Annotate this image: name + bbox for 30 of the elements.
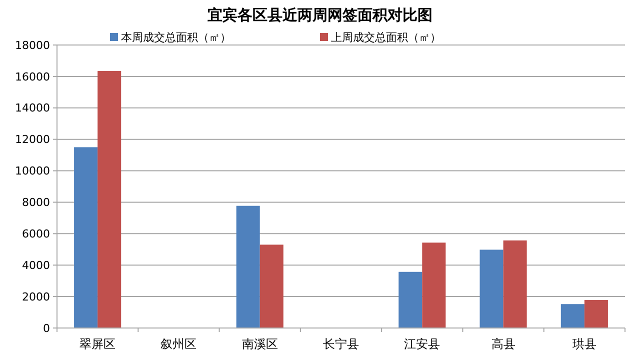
x-tick-label: 江安县	[404, 337, 440, 351]
x-tick-label: 珙县	[572, 337, 596, 351]
x-tick-label: 长宁县	[323, 337, 359, 351]
x-tick-label: 南溪区	[242, 337, 278, 351]
bar	[503, 240, 527, 328]
y-tick-label: 16000	[15, 70, 50, 84]
bar	[584, 300, 608, 328]
y-tick-label: 14000	[15, 102, 50, 115]
y-tick-label: 8000	[22, 196, 50, 210]
bar	[74, 147, 98, 328]
y-tick-label: 18000	[15, 38, 50, 52]
x-tick-label: 翠屏区	[80, 337, 116, 351]
y-tick-label: 4000	[22, 258, 50, 272]
bar	[560, 304, 584, 328]
y-tick-label: 12000	[15, 133, 50, 146]
bar	[422, 242, 446, 328]
bar	[480, 250, 504, 328]
chart-title: 宜宾各区县近两周网签面积对比图	[208, 6, 432, 24]
bar	[398, 272, 422, 328]
x-tick-label: 高县	[491, 337, 516, 351]
y-tick-label: 2000	[22, 290, 50, 304]
bar	[236, 206, 260, 328]
y-tick-label: 10000	[15, 164, 50, 178]
legend-label: 本周成交总面积（㎡）	[121, 31, 231, 44]
bar	[98, 70, 122, 328]
bar	[260, 244, 284, 328]
x-tick-label: 叙州区	[160, 337, 197, 351]
y-tick-label: 6000	[22, 228, 50, 241]
legend-label: 上周成交总面积（㎡）	[331, 31, 441, 44]
y-tick-label: 0	[43, 322, 50, 335]
